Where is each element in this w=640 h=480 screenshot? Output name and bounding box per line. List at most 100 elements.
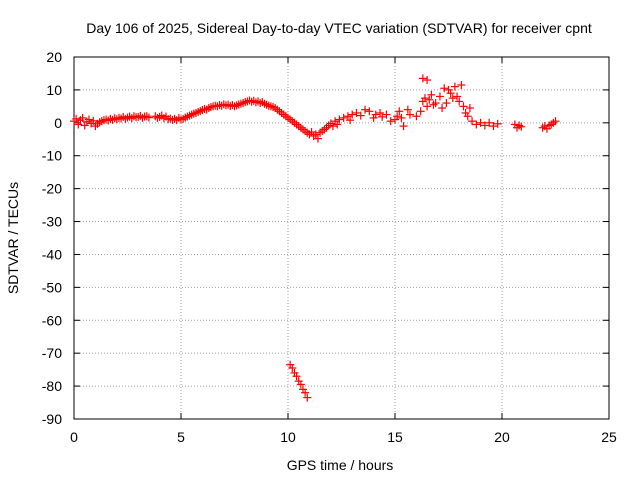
data-point (328, 122, 337, 131)
data-point (459, 102, 468, 111)
data-point (465, 104, 474, 113)
x-tick-label: 10 (280, 429, 296, 445)
data-point (72, 114, 81, 123)
data-point (346, 116, 355, 125)
grid-lines (74, 57, 609, 419)
data-point (151, 112, 160, 121)
data-point (78, 113, 87, 122)
data-point (313, 134, 322, 143)
data-point (333, 120, 342, 129)
y-tick-label: -20 (42, 181, 62, 197)
data-point (412, 112, 421, 121)
data-point (74, 120, 83, 129)
data-point (431, 99, 440, 108)
data-point (108, 115, 117, 124)
data-point (296, 380, 305, 389)
data-point (420, 94, 429, 103)
data-point (365, 107, 374, 116)
data-point (551, 117, 560, 126)
y-tick-label: -30 (42, 214, 62, 230)
data-point (376, 108, 385, 117)
data-point (463, 112, 472, 121)
data-point (485, 118, 494, 127)
data-point (348, 110, 357, 119)
y-tick-label: -90 (42, 411, 62, 427)
data-point (311, 130, 320, 139)
data-point (144, 113, 153, 122)
data-point (405, 110, 414, 119)
data-point (423, 76, 432, 85)
x-tick-label: 25 (601, 429, 617, 445)
data-point (386, 117, 395, 126)
y-tick-label: -60 (42, 312, 62, 328)
data-point (170, 114, 179, 123)
axis-ticks (73, 56, 610, 420)
data-point (442, 99, 451, 108)
plot-frame (73, 56, 610, 420)
data-point (378, 112, 387, 121)
data-point (448, 94, 457, 103)
x-tick-label: 0 (70, 429, 78, 445)
data-point (457, 80, 466, 89)
data-point (395, 107, 404, 116)
y-tick-label: -50 (42, 279, 62, 295)
data-point (403, 105, 412, 114)
data-point (435, 92, 444, 101)
data-point (371, 110, 380, 119)
data-point (292, 372, 301, 381)
data-point (382, 110, 391, 119)
data-point (361, 105, 370, 114)
data-point (489, 122, 498, 131)
data-point (301, 388, 310, 397)
data-point (303, 393, 312, 402)
y-tick-label: 0 (54, 115, 62, 131)
tick-labels: 0 5 10 15 20 25 20 10 0 -10 -20 -30 -40 -50 -60 -70 -80 -… (42, 49, 617, 445)
data-point (339, 113, 348, 122)
y-tick-label: -70 (42, 345, 62, 361)
data-point (493, 119, 502, 128)
y-tick-label: -40 (42, 246, 62, 262)
data-point (89, 116, 98, 125)
x-axis-title: GPS time / hours (287, 457, 394, 473)
data-point (416, 107, 425, 116)
y-tick-label: -80 (42, 378, 62, 394)
data-point (427, 90, 436, 99)
data-point (80, 121, 89, 130)
data-point (476, 118, 485, 127)
x-tick-label: 15 (387, 429, 403, 445)
x-tick-label: 20 (494, 429, 510, 445)
data-point (418, 74, 427, 83)
data-point (453, 92, 462, 101)
data-point (393, 112, 402, 121)
y-tick-label: -10 (42, 148, 62, 164)
data-point (517, 122, 526, 131)
y-tick-label: 10 (46, 82, 62, 98)
data-point (352, 108, 361, 117)
data-point (114, 113, 123, 122)
data-point (142, 112, 151, 121)
data-points (70, 74, 560, 402)
y-tick-label: 20 (46, 49, 62, 65)
data-point (468, 117, 477, 126)
data-point (455, 97, 464, 106)
data-point (446, 89, 455, 98)
data-point (480, 121, 489, 130)
data-point (397, 113, 406, 122)
data-point (440, 84, 449, 93)
data-point (429, 100, 438, 109)
data-point (343, 112, 352, 121)
x-tick-label: 5 (177, 429, 185, 445)
data-point (399, 122, 408, 131)
data-point (335, 115, 344, 124)
data-point (288, 363, 297, 372)
data-point (472, 120, 481, 129)
data-point (438, 104, 447, 113)
data-point (425, 95, 434, 104)
data-point (123, 113, 132, 122)
data-point (127, 114, 136, 123)
y-axis-title: SDTVAR / TECUs (5, 182, 21, 294)
data-point (423, 102, 432, 111)
data-point (356, 111, 365, 120)
data-point (450, 82, 459, 91)
